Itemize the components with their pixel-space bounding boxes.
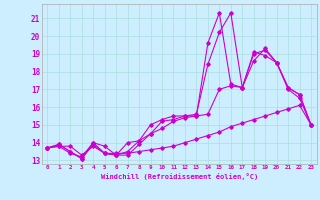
X-axis label: Windchill (Refroidissement éolien,°C): Windchill (Refroidissement éolien,°C) — [100, 173, 258, 180]
